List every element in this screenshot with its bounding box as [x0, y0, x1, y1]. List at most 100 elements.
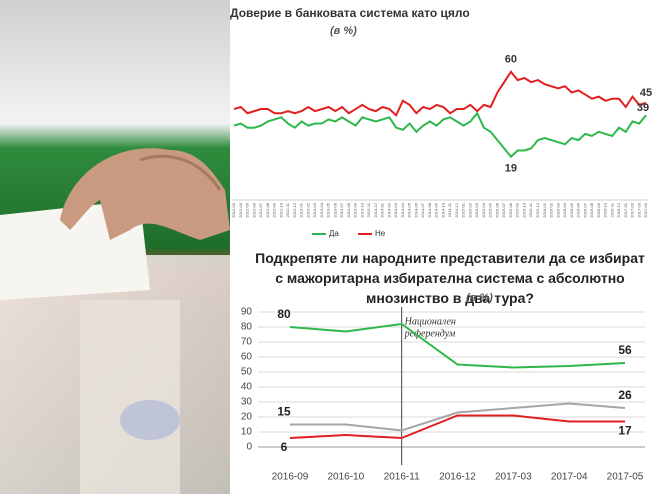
x-tick-label: 2016-07 [582, 202, 587, 217]
chart-subtitle: (в %) [466, 292, 493, 304]
x-tick-label: 2012-10 [278, 202, 283, 217]
x-tick-label: 2017-01 [623, 202, 628, 217]
x-tick-label: 2013-09 [353, 202, 358, 217]
chart-subtitle: (в %) [330, 25, 357, 37]
x-tick-label: 2014-02 [386, 202, 391, 217]
chart-title: Подкрепяте ли народните представители да… [255, 250, 645, 306]
y-tick-label: 60 [241, 352, 253, 363]
x-tick-label: 2016-10 [327, 472, 364, 483]
x-tick-label: 2017-03 [495, 472, 532, 483]
x-tick-label: 2016-04 [562, 202, 567, 217]
data-label: 19 [505, 163, 517, 175]
x-tick-label: 2015-02 [467, 202, 472, 217]
x-tick-label: 2012-08 [265, 202, 270, 217]
y-tick-label: 70 [241, 337, 253, 348]
x-tick-label: 2013-10 [359, 202, 364, 217]
x-tick-label: 2015-04 [481, 202, 486, 217]
x-tick-label: 2015-10 [521, 202, 526, 217]
data-line [290, 402, 626, 432]
x-tick-label: 2015-06 [494, 202, 499, 217]
data-line [233, 111, 647, 159]
x-tick-label: 2013-12 [373, 202, 378, 217]
data-line [289, 322, 626, 369]
x-tick-label: 2016-03 [555, 202, 560, 217]
annotation: Национален [404, 316, 456, 327]
x-tick-label: 2012-06 [251, 202, 256, 217]
x-tick-label: 2013-08 [346, 202, 351, 217]
y-tick-label: 20 [241, 412, 253, 423]
x-tick-label: 2017-04 [643, 202, 648, 217]
x-tick-label: 2016-06 [576, 202, 581, 217]
x-tick-label: 2014-11 [447, 202, 452, 217]
x-tick-label: 2016-01 [542, 202, 547, 217]
x-tick-label: 2013-11 [366, 202, 371, 217]
data-label: 17 [618, 424, 632, 438]
x-tick-label: 2014-04 [400, 202, 405, 217]
x-tick-label: 2016-11 [384, 472, 420, 483]
x-tick-label: 2015-01 [461, 202, 466, 217]
data-label: 15 [277, 405, 291, 419]
x-tick-label: 2016-02 [549, 202, 554, 217]
x-tick-label: 2017-05 [607, 472, 644, 483]
x-tick-label: 2015-05 [488, 202, 493, 217]
data-label: 60 [505, 54, 517, 66]
x-tick-label: 2016-05 [569, 202, 574, 217]
data-line [233, 70, 647, 117]
y-tick-label: 40 [241, 382, 253, 393]
x-tick-label: 2014-03 [393, 202, 398, 217]
x-tick-label: 2012-05 [245, 202, 250, 217]
x-tick-label: 2017-03 [636, 202, 641, 217]
x-tick-label: 2015-07 [501, 202, 506, 217]
data-label: 6 [281, 440, 288, 454]
data-label: 26 [618, 388, 632, 402]
x-tick-label: 2017-02 [630, 202, 635, 217]
x-tick-label: 2012-07 [258, 202, 263, 217]
x-tick-label: 2012-12 [292, 202, 297, 217]
x-tick-label: 2015-09 [515, 202, 520, 217]
x-tick-label: 2016-12 [616, 202, 621, 217]
y-tick-label: 50 [241, 367, 253, 378]
annotation: референдум [404, 328, 456, 339]
x-tick-label: 2017-04 [551, 472, 588, 483]
x-tick-label: 2013-05 [326, 202, 331, 217]
x-tick-label: 2013-07 [339, 202, 344, 217]
x-tick-label: 2012-04 [238, 202, 243, 217]
chart-title: Доверие в банковата система като цяло [230, 6, 470, 20]
photo [0, 0, 230, 494]
x-tick-label: 2014-07 [420, 202, 425, 217]
data-label: 45 [640, 87, 652, 99]
y-tick-label: 10 [241, 427, 253, 438]
x-tick-label: 2016-11 [609, 202, 614, 217]
x-tick-label: 2016-10 [603, 202, 608, 217]
x-tick-label: 2013-06 [332, 202, 337, 217]
x-tick-label: 2014-08 [427, 202, 432, 217]
x-tick-label: 2014-09 [434, 202, 439, 217]
x-tick-label: 2013-02 [305, 202, 310, 217]
x-tick-label: 2013-03 [312, 202, 317, 217]
y-tick-label: 90 [241, 307, 253, 318]
x-tick-label: 2015-12 [535, 202, 540, 217]
y-tick-label: 0 [246, 442, 252, 453]
x-tick-label: 2015-08 [508, 202, 513, 217]
legend-label: Не [375, 229, 386, 238]
y-tick-label: 80 [241, 322, 253, 333]
x-tick-label: 2016-09 [596, 202, 601, 217]
x-tick-label: 2012-11 [285, 202, 290, 217]
data-label: 56 [618, 343, 632, 357]
x-tick-label: 2014-06 [413, 202, 418, 217]
x-tick-label: 2014-10 [440, 202, 445, 217]
y-tick-label: 30 [241, 397, 253, 408]
data-label: 80 [277, 307, 291, 321]
x-tick-label: 2014-12 [454, 202, 459, 217]
x-tick-label: 2015-03 [474, 202, 479, 217]
data-line [289, 414, 625, 440]
x-tick-label: 2016-09 [272, 472, 309, 483]
legend-label: Да [329, 229, 339, 238]
x-tick-label: 2013-04 [319, 202, 324, 217]
x-tick-label: 2014-05 [407, 202, 412, 217]
x-tick-label: 2016-12 [439, 472, 476, 483]
x-tick-label: 2012-09 [272, 202, 277, 217]
x-tick-label: 2014-01 [380, 202, 385, 217]
